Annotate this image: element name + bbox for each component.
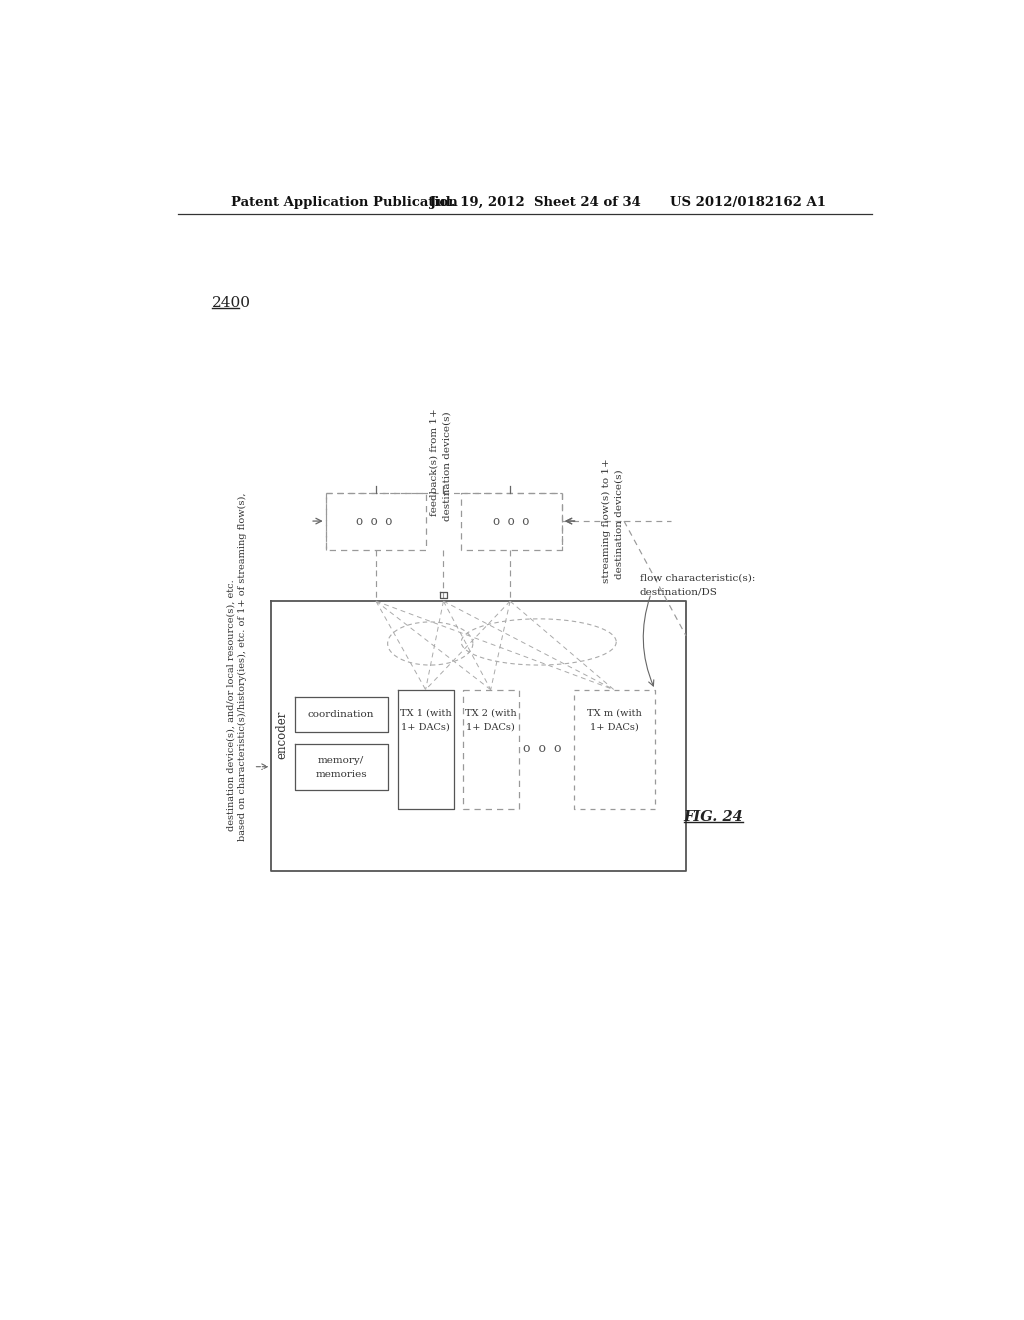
Text: memories: memories (315, 770, 367, 779)
Text: 1+ DACs): 1+ DACs) (590, 722, 638, 731)
Text: o  o  o: o o o (493, 515, 529, 528)
Text: destination device(s): destination device(s) (442, 412, 452, 521)
Text: streaming flow(s) to 1+: streaming flow(s) to 1+ (602, 458, 610, 582)
Text: o  o  o: o o o (356, 515, 392, 528)
Text: TX m (with: TX m (with (587, 709, 641, 717)
Text: destination/DS: destination/DS (640, 587, 718, 597)
Text: destination device(s), and/or local resource(s), etc.: destination device(s), and/or local reso… (226, 579, 236, 832)
Text: TX 1 (with: TX 1 (with (399, 709, 452, 717)
Text: 2400: 2400 (212, 296, 251, 310)
Text: encoder: encoder (275, 710, 288, 759)
Text: feedback(s) from 1+: feedback(s) from 1+ (430, 409, 438, 516)
Text: TX 2 (with: TX 2 (with (465, 709, 516, 717)
Text: memory/: memory/ (318, 756, 365, 766)
Text: 1+ DACs): 1+ DACs) (401, 722, 450, 731)
Text: 1+ DACs): 1+ DACs) (466, 722, 515, 731)
Text: Patent Application Publication: Patent Application Publication (231, 195, 458, 209)
Text: Jul. 19, 2012  Sheet 24 of 34: Jul. 19, 2012 Sheet 24 of 34 (430, 195, 641, 209)
Text: based on characteristic(s)/history(ies), etc. of 1+ of streaming flow(s),: based on characteristic(s)/history(ies),… (239, 492, 247, 841)
Text: coordination: coordination (308, 710, 375, 719)
Text: US 2012/0182162 A1: US 2012/0182162 A1 (671, 195, 826, 209)
Text: flow characteristic(s):: flow characteristic(s): (640, 574, 755, 582)
Text: destination device(s): destination device(s) (614, 470, 624, 579)
Text: o  o  o: o o o (523, 742, 562, 755)
Text: FIG. 24: FIG. 24 (683, 809, 743, 824)
